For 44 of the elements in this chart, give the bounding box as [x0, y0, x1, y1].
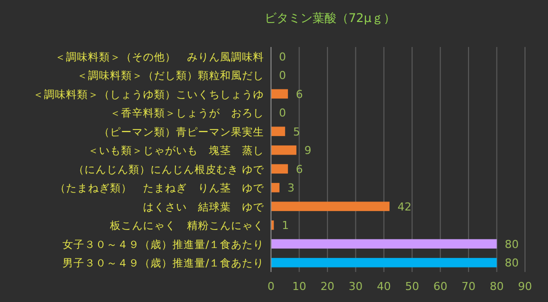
y-tick-label: 女子３０～４９（歳）推進量/１食あたり: [62, 238, 264, 251]
data-label: 80: [504, 256, 519, 270]
y-tick-label: 男子３０～４９（歳）推進量/１食あたり: [62, 256, 264, 270]
data-label: 9: [304, 144, 312, 158]
data-label: 6: [296, 162, 303, 176]
x-tick-label: 30: [348, 280, 363, 293]
data-label: 3: [287, 182, 294, 195]
y-tick-label: ＜いも類＞じゃがいも 塊茎 蒸し: [88, 144, 264, 158]
bar: [271, 145, 296, 155]
data-label: 0: [279, 69, 286, 82]
chart-title: ビタミン葉酸（72μｇ）: [264, 11, 396, 25]
y-tick-label: ＜調味料類＞（しょうゆ類）こいくちしょうゆ: [33, 88, 264, 101]
y-tick-label: 板こんにゃく 精粉こんにゃく: [109, 220, 264, 232]
bar: [271, 164, 288, 174]
data-label: 0: [279, 50, 286, 64]
data-label: 5: [293, 125, 300, 138]
bar: [271, 258, 497, 268]
x-tick-label: 20: [320, 280, 334, 293]
x-tick-label: 10: [292, 280, 306, 293]
y-tick-label: （にんじん類）にんじん根皮むき ゆで: [74, 162, 265, 176]
data-label: 80: [504, 238, 519, 251]
y-tick-label: （たまねぎ類） たまねぎ りん茎 ゆで: [55, 182, 265, 195]
data-label: 1: [282, 219, 289, 232]
x-tick-label: 0: [268, 280, 274, 293]
bar: [271, 126, 286, 136]
bar: [271, 239, 497, 249]
bar: [271, 220, 274, 230]
y-tick-label: ＜調味料類＞（その他） みりん風調味料: [55, 50, 264, 64]
bar: [271, 89, 288, 99]
y-tick-label: （ピーマン類）青ピーマン果実生: [99, 125, 264, 138]
x-tick-label: 80: [490, 280, 504, 293]
data-label: 6: [296, 88, 303, 101]
x-tick-label: 60: [433, 280, 448, 293]
x-tick-label: 90: [518, 280, 532, 293]
bar: [271, 202, 390, 212]
x-tick-label: 50: [405, 280, 420, 293]
y-tick-label: ＜香辛料類＞しょうが おろし: [110, 106, 264, 120]
y-tick-label: ＜調味料類＞（だし類）顆粒和風だし: [77, 69, 264, 82]
y-tick-label: はくさい 結球葉 ゆで: [143, 200, 265, 214]
bar: [271, 182, 280, 192]
data-label: 42: [398, 200, 412, 214]
x-tick-label: 40: [376, 280, 391, 293]
data-label: 0: [279, 106, 286, 120]
x-tick-label: 70: [462, 280, 476, 293]
